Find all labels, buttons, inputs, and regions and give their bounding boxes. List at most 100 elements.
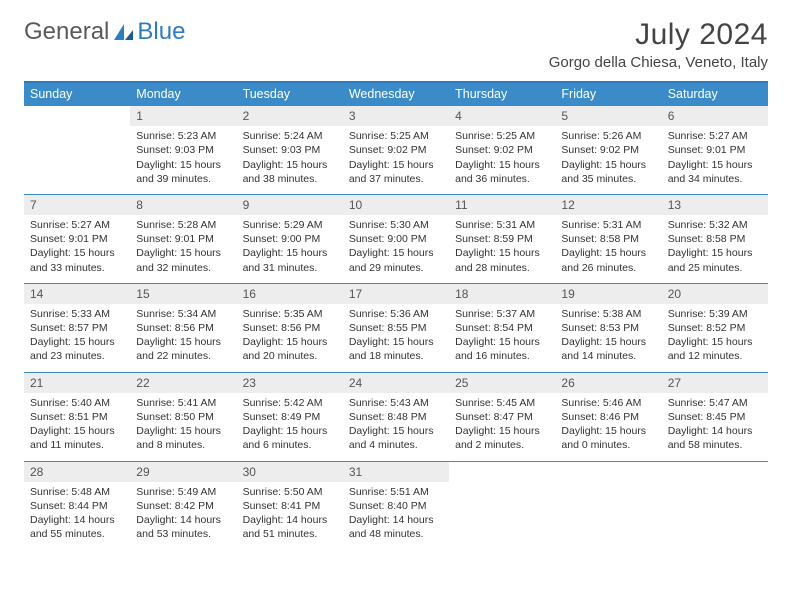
calendar-day-cell: 24Sunrise: 5:43 AMSunset: 8:48 PMDayligh… [343, 372, 449, 461]
sunrise-text: Sunrise: 5:33 AM [30, 307, 124, 321]
daylight-text: Daylight: 15 hours and 23 minutes. [30, 335, 124, 363]
sunset-text: Sunset: 9:01 PM [668, 143, 762, 157]
day-number: 6 [662, 106, 768, 126]
daylight-text: Daylight: 14 hours and 58 minutes. [668, 424, 762, 452]
logo-text-b: Blue [137, 18, 185, 46]
sunrise-text: Sunrise: 5:30 AM [349, 218, 443, 232]
day-number: 7 [24, 195, 130, 215]
sunrise-text: Sunrise: 5:49 AM [136, 485, 230, 499]
day-number: 12 [555, 195, 661, 215]
sunrise-text: Sunrise: 5:48 AM [30, 485, 124, 499]
sunrise-text: Sunrise: 5:23 AM [136, 129, 230, 143]
sunrise-text: Sunrise: 5:35 AM [243, 307, 337, 321]
sunset-text: Sunset: 8:58 PM [668, 232, 762, 246]
day-number: 28 [24, 462, 130, 482]
calendar-day-cell: 27Sunrise: 5:47 AMSunset: 8:45 PMDayligh… [662, 372, 768, 461]
calendar-day-cell: 3Sunrise: 5:25 AMSunset: 9:02 PMDaylight… [343, 106, 449, 195]
day-number: 5 [555, 106, 661, 126]
sunset-text: Sunset: 8:58 PM [561, 232, 655, 246]
weekday-header: Thursday [449, 82, 555, 106]
calendar-day-cell: 1 Sunrise: 5:23 AMSunset: 9:03 PMDaylight… [130, 106, 236, 195]
calendar-day-cell: 18Sunrise: 5:37 AMSunset: 8:54 PMDayligh… [449, 283, 555, 372]
calendar-week-row: 28Sunrise: 5:48 AMSunset: 8:44 PMDayligh… [24, 461, 768, 549]
calendar-day-cell: 21Sunrise: 5:40 AMSunset: 8:51 PMDayligh… [24, 372, 130, 461]
sunrise-text: Sunrise: 5:37 AM [455, 307, 549, 321]
day-number: 23 [237, 373, 343, 393]
sunset-text: Sunset: 8:45 PM [668, 410, 762, 424]
daylight-text: Daylight: 15 hours and 12 minutes. [668, 335, 762, 363]
day-number: 22 [130, 373, 236, 393]
header: General Blue July 2024 Gorgo della Chies… [24, 18, 768, 71]
sunrise-text: Sunrise: 5:28 AM [136, 218, 230, 232]
sunrise-text: Sunrise: 5:29 AM [243, 218, 337, 232]
calendar-day-cell: 5Sunrise: 5:26 AMSunset: 9:02 PMDaylight… [555, 106, 661, 195]
sunset-text: Sunset: 9:01 PM [136, 232, 230, 246]
calendar-day-cell: 11Sunrise: 5:31 AMSunset: 8:59 PMDayligh… [449, 194, 555, 283]
calendar-day-cell: 10Sunrise: 5:30 AMSunset: 9:00 PMDayligh… [343, 194, 449, 283]
calendar-day-cell [662, 461, 768, 549]
sunset-text: Sunset: 8:47 PM [455, 410, 549, 424]
calendar-week-row: 1Sunrise: 5:23 AMSunset: 9:03 PMDaylight… [24, 106, 768, 195]
sunset-text: Sunset: 8:59 PM [455, 232, 549, 246]
daylight-text: Daylight: 15 hours and 14 minutes. [561, 335, 655, 363]
calendar-day-cell: 14Sunrise: 5:33 AMSunset: 8:57 PMDayligh… [24, 283, 130, 372]
sunset-text: Sunset: 8:53 PM [561, 321, 655, 335]
sunrise-text: Sunrise: 5:41 AM [136, 396, 230, 410]
sunrise-text: Sunrise: 5:24 AM [243, 129, 337, 143]
daylight-text: Daylight: 15 hours and 22 minutes. [136, 335, 230, 363]
day-number: 10 [343, 195, 449, 215]
sunrise-text: Sunrise: 5:36 AM [349, 307, 443, 321]
day-number-empty [449, 462, 555, 482]
sunrise-text: Sunrise: 5:27 AM [30, 218, 124, 232]
sunrise-text: Sunrise: 5:31 AM [561, 218, 655, 232]
calendar-day-cell [555, 461, 661, 549]
daylight-text: Daylight: 15 hours and 39 minutes. [136, 158, 230, 186]
day-number: 4 [449, 106, 555, 126]
daylight-text: Daylight: 14 hours and 48 minutes. [349, 513, 443, 541]
calendar-day-cell: 12Sunrise: 5:31 AMSunset: 8:58 PMDayligh… [555, 194, 661, 283]
sunset-text: Sunset: 9:03 PM [243, 143, 337, 157]
daylight-text: Daylight: 15 hours and 2 minutes. [455, 424, 549, 452]
location: Gorgo della Chiesa, Veneto, Italy [549, 54, 768, 71]
sunset-text: Sunset: 9:03 PM [136, 143, 230, 157]
calendar-day-cell: 23Sunrise: 5:42 AMSunset: 8:49 PMDayligh… [237, 372, 343, 461]
month-title: July 2024 [549, 18, 768, 52]
calendar-day-cell: 26Sunrise: 5:46 AMSunset: 8:46 PMDayligh… [555, 372, 661, 461]
calendar-day-cell: 22Sunrise: 5:41 AMSunset: 8:50 PMDayligh… [130, 372, 236, 461]
calendar-day-cell: 20Sunrise: 5:39 AMSunset: 8:52 PMDayligh… [662, 283, 768, 372]
sunrise-text: Sunrise: 5:51 AM [349, 485, 443, 499]
sunset-text: Sunset: 8:42 PM [136, 499, 230, 513]
daylight-text: Daylight: 15 hours and 29 minutes. [349, 246, 443, 274]
daylight-text: Daylight: 15 hours and 11 minutes. [30, 424, 124, 452]
sunrise-text: Sunrise: 5:26 AM [561, 129, 655, 143]
sunrise-text: Sunrise: 5:42 AM [243, 396, 337, 410]
daylight-text: Daylight: 15 hours and 38 minutes. [243, 158, 337, 186]
sunset-text: Sunset: 9:01 PM [30, 232, 124, 246]
daylight-text: Daylight: 14 hours and 55 minutes. [30, 513, 124, 541]
day-number: 21 [24, 373, 130, 393]
calendar-week-row: 14Sunrise: 5:33 AMSunset: 8:57 PMDayligh… [24, 283, 768, 372]
day-number: 16 [237, 284, 343, 304]
weekday-header: Tuesday [237, 82, 343, 106]
day-number: 15 [130, 284, 236, 304]
daylight-text: Daylight: 15 hours and 0 minutes. [561, 424, 655, 452]
calendar-day-cell: 9Sunrise: 5:29 AMSunset: 9:00 PMDaylight… [237, 194, 343, 283]
day-number-empty [555, 462, 661, 482]
sunrise-text: Sunrise: 5:50 AM [243, 485, 337, 499]
daylight-text: Daylight: 15 hours and 33 minutes. [30, 246, 124, 274]
logo: General Blue [24, 18, 185, 46]
day-number: 1 [130, 106, 236, 126]
calendar-day-cell: 13Sunrise: 5:32 AMSunset: 8:58 PMDayligh… [662, 194, 768, 283]
sunrise-text: Sunrise: 5:32 AM [668, 218, 762, 232]
sunset-text: Sunset: 9:02 PM [561, 143, 655, 157]
daylight-text: Daylight: 15 hours and 28 minutes. [455, 246, 549, 274]
sunrise-text: Sunrise: 5:25 AM [455, 129, 549, 143]
daylight-text: Daylight: 15 hours and 34 minutes. [668, 158, 762, 186]
calendar-week-row: 7Sunrise: 5:27 AMSunset: 9:01 PMDaylight… [24, 194, 768, 283]
weekday-header: Wednesday [343, 82, 449, 106]
day-number: 11 [449, 195, 555, 215]
sunset-text: Sunset: 8:56 PM [136, 321, 230, 335]
day-number: 31 [343, 462, 449, 482]
day-number: 27 [662, 373, 768, 393]
sunrise-text: Sunrise: 5:34 AM [136, 307, 230, 321]
